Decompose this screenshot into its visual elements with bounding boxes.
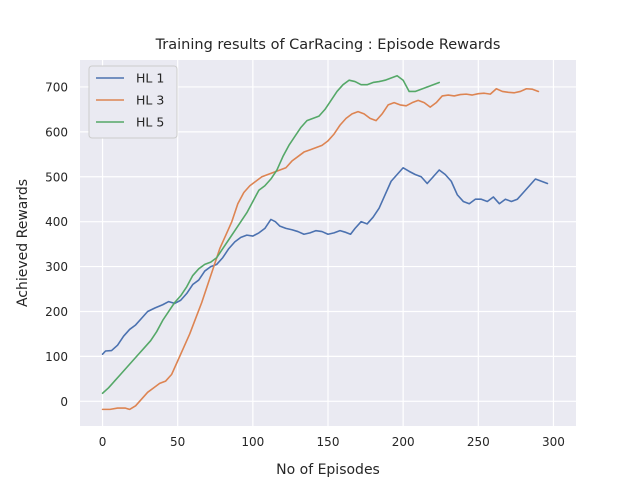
x-tick-label: 50 xyxy=(170,435,185,449)
y-tick-label: 200 xyxy=(45,305,68,319)
x-tick-label: 100 xyxy=(241,435,264,449)
x-tick-labels: 0 50 100 150 200 250 300 xyxy=(99,435,565,449)
y-tick-label: 600 xyxy=(45,125,68,139)
legend: HL 1 HL 3 HL 5 xyxy=(88,65,178,139)
series-layer xyxy=(101,74,549,411)
x-tick-label: 200 xyxy=(392,435,415,449)
legend-label: HL 1 xyxy=(136,71,164,86)
x-tick-label: 250 xyxy=(467,435,490,449)
x-tick-label: 150 xyxy=(317,435,340,449)
y-tick-labels: 0 100 200 300 400 500 600 700 xyxy=(45,80,68,408)
x-tick-label: 0 xyxy=(99,435,107,449)
y-tick-label: 0 xyxy=(60,395,68,409)
series-line-hl-5 xyxy=(101,74,441,395)
y-tick-label: 400 xyxy=(45,215,68,229)
series-line-hl-1 xyxy=(101,166,549,355)
grid-lines xyxy=(80,60,576,426)
chart-title: Training results of CarRacing : Episode … xyxy=(155,37,501,53)
y-tick-label: 100 xyxy=(45,350,68,364)
y-tick-label: 700 xyxy=(45,80,68,94)
legend-box xyxy=(88,65,178,139)
legend-label: HL 5 xyxy=(136,115,164,130)
y-axis-title: Achieved Rewards xyxy=(15,179,31,307)
x-tick-label: 300 xyxy=(542,435,565,449)
legend-label: HL 3 xyxy=(136,93,164,108)
y-tick-label: 300 xyxy=(45,260,68,274)
series-line-hl-3 xyxy=(101,87,540,411)
y-tick-label: 500 xyxy=(45,170,68,184)
x-axis-title: No of Episodes xyxy=(276,462,380,478)
